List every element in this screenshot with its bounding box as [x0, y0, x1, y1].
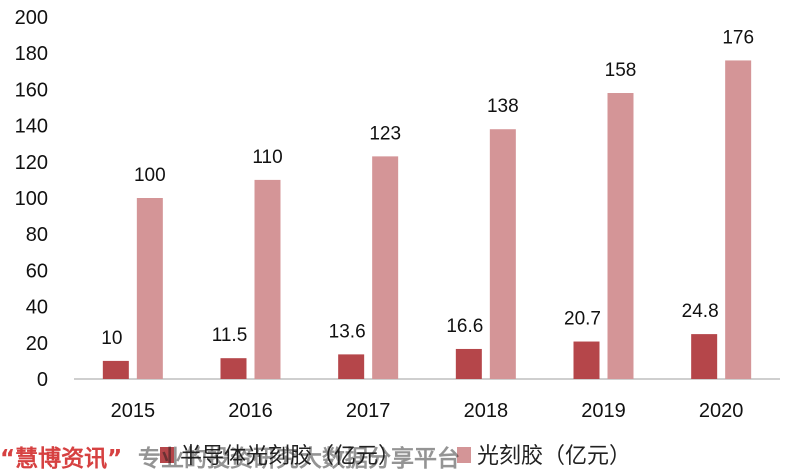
y-tick-label: 140 [15, 116, 48, 138]
legend-label-series-1: 半导体光刻胶（亿元） [180, 444, 400, 469]
y-tick-label: 0 [37, 369, 48, 391]
legend-label-series-2: 光刻胶（亿元） [477, 444, 631, 469]
watermark-text: 专业的投资研究大数据分享平台 [138, 445, 460, 469]
data-label-series-2: 110 [252, 147, 282, 168]
data-label-series-1: 13.6 [329, 321, 366, 342]
legend: 半导体光刻胶（亿元） 光刻胶（亿元） [160, 444, 631, 469]
y-tick-label: 60 [26, 260, 48, 282]
x-tick-label: 2015 [111, 400, 156, 422]
bar-series-1 [102, 360, 129, 379]
bar-series-2 [725, 60, 752, 379]
y-tick-label: 200 [15, 7, 48, 29]
y-tick-label: 80 [26, 224, 48, 246]
data-label-series-1: 20.7 [564, 309, 601, 330]
x-tick-label: 2016 [228, 400, 273, 422]
data-label-series-1: 16.6 [446, 316, 483, 337]
legend-swatch-series-1 [160, 447, 174, 463]
bar-series-1 [338, 354, 365, 379]
bar-series-2 [607, 93, 634, 380]
y-tick-label: 180 [15, 43, 48, 65]
data-label-series-1: 11.5 [212, 325, 248, 346]
watermark: “慧博资讯” 专业的投资研究大数据分享平台 [0, 445, 460, 469]
data-label-series-2: 100 [134, 165, 166, 186]
x-tick-label: 2020 [699, 400, 744, 422]
data-label-series-2: 138 [487, 96, 519, 117]
bar-series-2 [254, 179, 281, 379]
bar-series-1 [573, 341, 600, 379]
y-tick-label: 20 [26, 333, 48, 355]
y-axis: 0 20 40 60 80 100 120 140 160 180 200 [15, 7, 48, 391]
data-label-series-2: 176 [722, 27, 754, 48]
legend-swatch-series-2 [457, 447, 471, 463]
bar-series-1 [455, 348, 482, 379]
bar-series-2 [489, 129, 516, 379]
y-tick-label: 160 [15, 79, 48, 101]
data-label-series-1: 10 [101, 328, 122, 349]
y-tick-label: 120 [15, 152, 48, 174]
y-tick-label: 100 [15, 188, 48, 210]
x-tick-label: 2018 [464, 400, 509, 422]
bar-series-1 [220, 358, 247, 379]
y-tick-label: 40 [26, 297, 48, 319]
x-axis: 2015 2016 2017 2018 2019 2020 [111, 400, 744, 422]
bars: 10 100 11.5 110 13.6 123 16.6 138 20.7 158 24.8 176 [101, 27, 754, 380]
data-label-series-2: 158 [605, 60, 637, 81]
watermark-brand: “慧博资讯” [0, 445, 122, 469]
bar-series-2 [372, 156, 399, 379]
data-label-series-2: 123 [369, 123, 401, 144]
x-tick-label: 2017 [346, 400, 391, 422]
data-label-series-1: 24.8 [682, 301, 719, 322]
bar-series-1 [691, 334, 718, 379]
x-tick-label: 2019 [581, 400, 626, 422]
bar-series-2 [136, 198, 163, 379]
